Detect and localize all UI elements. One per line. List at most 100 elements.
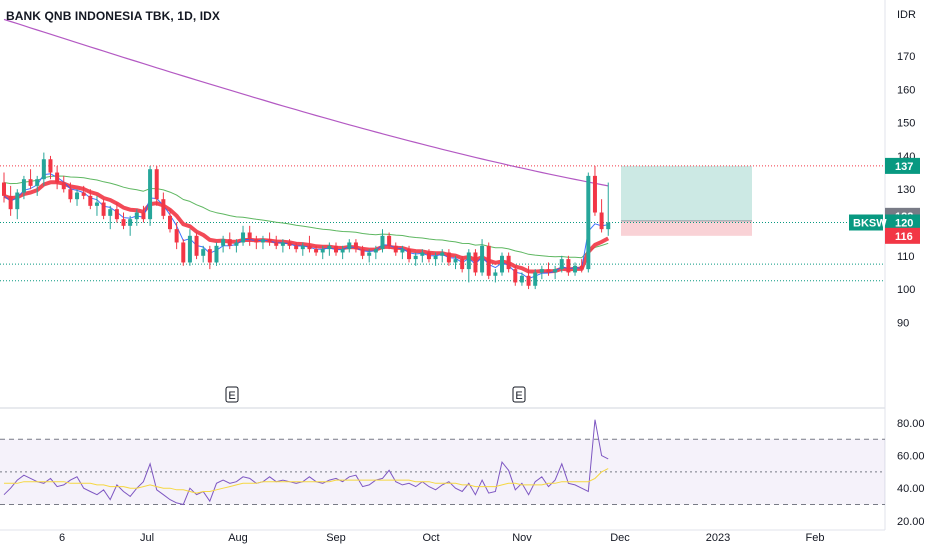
candle-body: [300, 245, 305, 250]
candle-body: [573, 265, 578, 273]
candle-body: [8, 195, 13, 210]
price-badge-label: 120: [895, 218, 913, 230]
candle-body: [81, 192, 86, 196]
price-tick-label: 110: [897, 251, 915, 263]
candle-body: [174, 229, 179, 243]
candle-body: [154, 169, 159, 200]
candle-body: [433, 255, 438, 260]
candle-body: [61, 182, 66, 190]
candle-body: [194, 235, 199, 256]
candle-body: [307, 245, 312, 250]
price-tick-label: 160: [897, 84, 915, 96]
candle-body: [373, 249, 378, 253]
candle-body: [387, 235, 392, 246]
candle-body: [28, 179, 33, 186]
candle-body: [380, 235, 385, 250]
price-tick-label: 150: [897, 118, 915, 130]
candle-body: [566, 259, 571, 273]
candle-body: [15, 192, 20, 210]
candle-body: [214, 245, 219, 263]
earnings-marker-label: E: [515, 390, 522, 402]
rsi-tick-label: 60.00: [897, 451, 925, 463]
rsi-tick-label: 20.00: [897, 516, 925, 528]
price-badge-label: 116: [895, 231, 913, 243]
price-badge: [885, 157, 920, 174]
candle-body: [148, 169, 153, 220]
candle-body: [413, 255, 418, 260]
candle-body: [473, 252, 478, 273]
candle-body: [453, 259, 458, 263]
time-tick-label: Dec: [610, 532, 630, 544]
candle-body: [141, 212, 146, 220]
candle-body: [207, 249, 212, 263]
candle-body: [559, 259, 564, 270]
candle-body: [546, 269, 551, 273]
chart-title: BANK QNB INDONESIA TBK, 1D, IDX: [6, 9, 221, 23]
candle-body: [586, 175, 591, 270]
candle-body: [519, 275, 524, 283]
candle-body: [108, 209, 113, 216]
candle-body: [526, 275, 531, 286]
rsi-line: [3, 419, 609, 506]
candle-body: [347, 242, 352, 250]
time-tick-label: 2023: [706, 532, 730, 544]
candle-body: [75, 192, 80, 200]
candle-body: [274, 242, 279, 246]
candle-body: [187, 235, 192, 263]
candle-body: [426, 252, 431, 260]
price-badge: [885, 214, 920, 231]
candle-body: [513, 269, 518, 283]
candle-body: [407, 249, 412, 260]
candle-body: [500, 255, 504, 273]
candle-body: [579, 265, 584, 270]
candle-body: [35, 179, 40, 186]
candle-body: [181, 242, 186, 263]
candle-body: [221, 239, 226, 246]
candle-body: [340, 249, 345, 253]
earnings-marker-label: E: [228, 390, 235, 402]
candle-body: [599, 212, 604, 230]
candle-body: [327, 245, 332, 250]
time-tick-label: Oct: [422, 532, 439, 544]
candle-body: [267, 239, 272, 243]
rsi-tick-label: 80.00: [897, 418, 925, 430]
candle-body: [201, 249, 206, 256]
candle-body: [134, 212, 139, 220]
time-tick-label: Nov: [512, 532, 532, 544]
ma-slow-line: [3, 175, 609, 259]
target-zone: [621, 165, 752, 221]
candle-body: [533, 272, 538, 286]
time-tick-label: Aug: [228, 532, 248, 544]
candle-body: [393, 245, 398, 253]
candle-body: [114, 209, 119, 220]
candle-body: [446, 252, 451, 263]
time-tick-label: 6: [59, 532, 65, 544]
candle-body: [480, 245, 485, 273]
candle-body: [55, 172, 60, 183]
rsi-band: [0, 439, 885, 505]
candle-body: [460, 259, 465, 270]
candle-body: [234, 242, 239, 246]
candle-body: [440, 252, 445, 256]
price-unit-label: IDR: [897, 9, 916, 21]
candle-body: [287, 242, 292, 246]
candle-body: [21, 179, 26, 193]
candle-body: [101, 202, 106, 216]
candle-body: [367, 252, 372, 256]
rsi-ma-line: [4, 468, 609, 494]
candle-body: [466, 252, 471, 270]
candle-body: [506, 255, 511, 270]
candle-body: [420, 252, 425, 256]
candle-body: [314, 249, 319, 253]
candle-body: [320, 249, 325, 253]
candle-body: [254, 239, 259, 243]
candle-body: [486, 245, 491, 276]
candle-body: [227, 239, 232, 246]
candle-body: [121, 219, 126, 226]
candle-body: [68, 189, 73, 200]
candle-body: [606, 222, 611, 230]
candle-body: [48, 159, 53, 173]
candle-body: [592, 175, 597, 213]
price-badge-label: 137: [895, 161, 913, 173]
